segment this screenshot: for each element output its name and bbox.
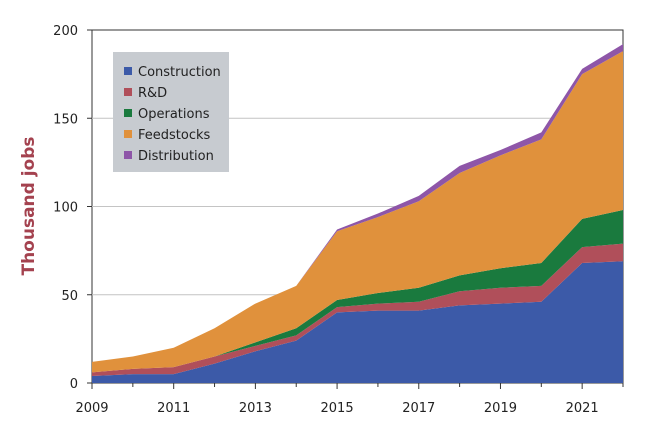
legend: Construction R&D Operations Feedstocks Distr… <box>113 52 229 172</box>
x-tick-label: 2011 <box>157 401 190 416</box>
legend-swatch-r-d <box>124 88 132 96</box>
x-tick-label: 2013 <box>239 401 272 416</box>
x-tick-label: 2021 <box>566 401 599 416</box>
y-tick-label: 100 <box>53 201 78 216</box>
y-tick-label: 50 <box>61 289 78 304</box>
legend-label-construction: Construction <box>138 65 221 80</box>
area-series <box>92 44 623 383</box>
legend-swatch-construction <box>124 67 132 75</box>
y-axis-label: Thousand jobs <box>19 136 39 275</box>
y-tick-label: 150 <box>53 112 78 127</box>
x-tick-label: 2009 <box>75 401 108 416</box>
legend-label-distribution: Distribution <box>138 149 214 164</box>
y-axis: 0 50 100 150 200 <box>53 24 92 392</box>
x-tick-label: 2019 <box>484 401 517 416</box>
area-feedstocks <box>92 51 623 373</box>
legend-swatch-operations <box>124 109 132 117</box>
area-r-d <box>92 243 623 376</box>
area-construction <box>92 261 623 383</box>
x-tick-label: 2017 <box>402 401 435 416</box>
legend-label-operations: Operations <box>138 107 210 122</box>
legend-swatch-distribution <box>124 151 132 159</box>
legend-box <box>113 52 229 172</box>
x-axis: 2009 2011 2013 2015 2017 2019 2021 <box>75 383 624 416</box>
x-tick-label: 2015 <box>321 401 354 416</box>
y-tick-label: 0 <box>70 377 78 392</box>
legend-label-feedstocks: Feedstocks <box>138 128 211 143</box>
legend-swatch-feedstocks <box>124 130 132 138</box>
y-tick-label: 200 <box>53 24 78 39</box>
legend-label-r-d: R&D <box>138 86 167 101</box>
